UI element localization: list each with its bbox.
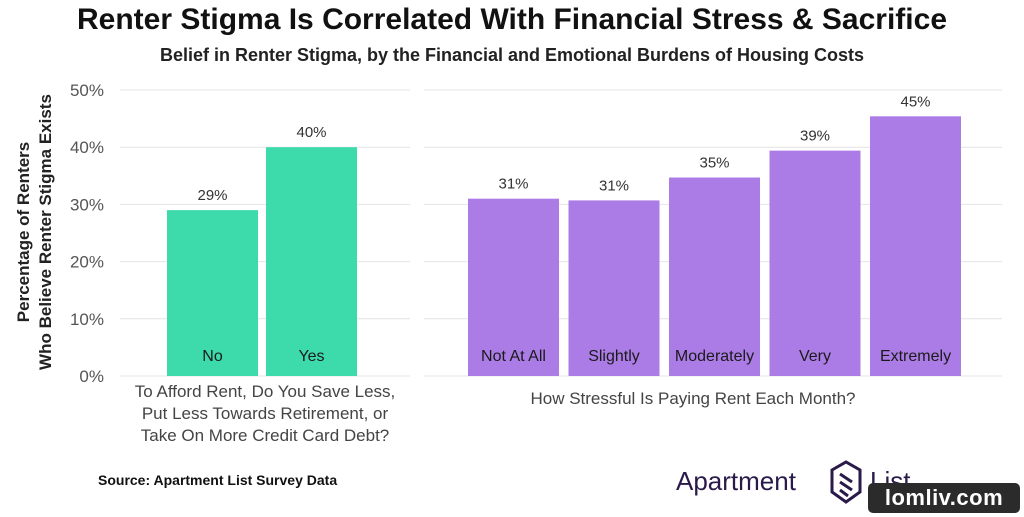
data-label: 31% <box>498 176 528 193</box>
data-label: 31% <box>599 177 629 194</box>
x-axis-title: How Stressful Is Paying Rent Each Month? <box>530 389 855 408</box>
data-label: 40% <box>296 124 326 141</box>
category-label: Extremely <box>880 348 951 365</box>
logo-mark-icon <box>830 460 862 504</box>
logo-word-apartment: Apartment <box>676 466 796 496</box>
bar <box>266 147 357 376</box>
category-label: Not At All <box>481 348 546 365</box>
category-label: Yes <box>298 348 324 365</box>
source-note: Source: Apartment List Survey Data <box>98 472 338 488</box>
y-tick-label: 0% <box>79 367 104 386</box>
y-tick-label: 40% <box>70 138 104 157</box>
data-label: 29% <box>197 187 227 204</box>
x-axis-title: To Afford Rent, Do You Save Less, <box>135 382 396 401</box>
bar <box>669 177 760 376</box>
data-label: 39% <box>800 128 830 145</box>
bar <box>769 150 861 376</box>
category-label: Very <box>799 348 831 365</box>
bar <box>568 200 660 376</box>
y-tick-label: 30% <box>70 195 104 214</box>
chart-title: Renter Stigma Is Correlated With Financi… <box>77 3 947 36</box>
x-axis-title: Put Less Towards Retirement, or <box>142 404 389 423</box>
watermark: lomliv.com <box>868 483 1020 513</box>
category-label: Moderately <box>675 348 754 365</box>
y-tick-label: 20% <box>70 253 104 272</box>
x-axis-title: Take On More Credit Card Debt? <box>141 426 390 445</box>
category-label: Slightly <box>588 348 640 365</box>
data-label: 35% <box>699 155 729 172</box>
bar <box>468 198 559 376</box>
y-axis-title: Who Believe Renter Stigma Exists <box>36 94 55 370</box>
bar <box>167 210 258 376</box>
y-tick-label: 10% <box>70 310 104 329</box>
category-label: No <box>202 348 223 365</box>
bar <box>870 116 961 376</box>
data-label: 45% <box>900 93 930 110</box>
y-axis-title: Percentage of Renters <box>14 142 33 322</box>
y-tick-label: 50% <box>70 81 104 100</box>
chart-subtitle: Belief in Renter Stigma, by the Financia… <box>159 45 865 65</box>
